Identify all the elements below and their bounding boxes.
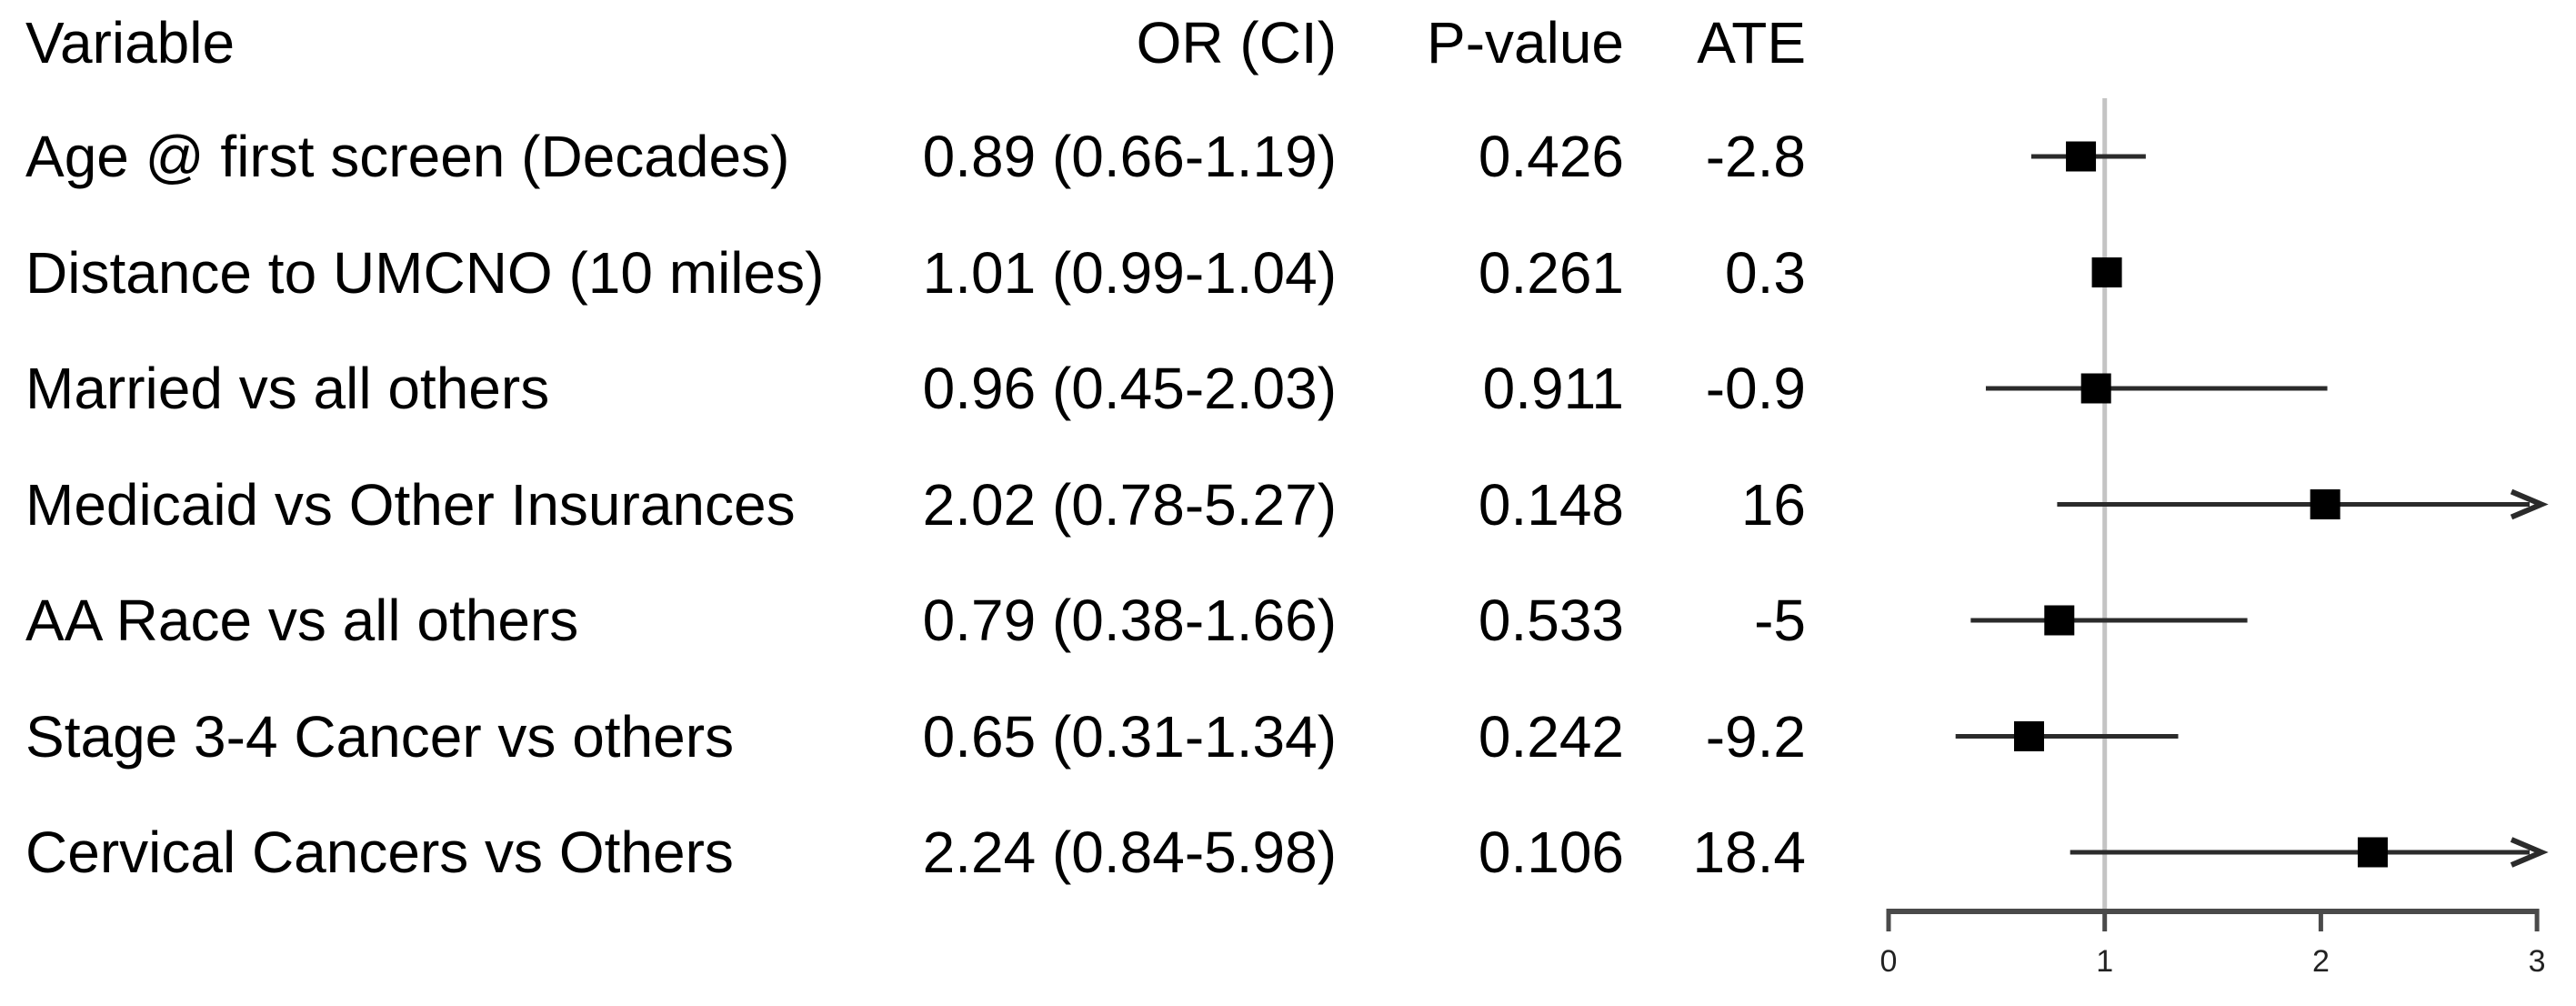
row-variable-label: Age @ first screen (Decades) xyxy=(25,124,790,189)
row-or-ci-value: 1.01 (0.99-1.04) xyxy=(922,240,1337,306)
row-or-ci-value: 2.02 (0.78-5.27) xyxy=(922,472,1337,538)
table-row: Distance to UMCNO (10 miles) 1.01 (0.99-1… xyxy=(0,236,2576,309)
row-ate-value: -2.8 xyxy=(1705,124,1806,189)
ci-clip-arrow-icon xyxy=(2510,488,2549,520)
header-or-ci: OR (CI) xyxy=(1136,10,1337,75)
or-marker xyxy=(2080,373,2111,404)
table-row: Stage 3-4 Cancer vs others 0.65 (0.31-1.3… xyxy=(0,700,2576,773)
row-ate-value: 0.3 xyxy=(1725,240,1806,306)
axis-tick-label: 0 xyxy=(1880,944,1898,979)
row-ate-value: -5 xyxy=(1754,588,1806,653)
row-or-ci-value: 0.79 (0.38-1.66) xyxy=(922,588,1337,653)
row-or-ci-value: 2.24 (0.84-5.98) xyxy=(922,820,1337,885)
or-marker xyxy=(2044,605,2075,636)
row-variable-label: AA Race vs all others xyxy=(25,588,579,653)
row-or-ci-value: 0.89 (0.66-1.19) xyxy=(922,124,1337,189)
row-ate-value: 16 xyxy=(1740,472,1806,538)
row-p-value: 0.261 xyxy=(1478,240,1624,306)
row-p-value: 0.911 xyxy=(1482,356,1624,421)
table-row: Medicaid vs Other Insurances 2.02 (0.78-5… xyxy=(0,468,2576,541)
row-ate-value: 18.4 xyxy=(1692,820,1806,885)
row-variable-label: Distance to UMCNO (10 miles) xyxy=(25,240,825,306)
row-or-ci-value: 0.65 (0.31-1.34) xyxy=(922,704,1337,770)
header-variable: Variable xyxy=(25,10,236,75)
table-row: Married vs all others 0.96 (0.45-2.03) 0.9… xyxy=(0,352,2576,425)
row-ate-value: -0.9 xyxy=(1705,356,1806,421)
or-marker xyxy=(2014,721,2045,751)
table-header-row: Variable OR (CI) P-value ATE xyxy=(0,6,2576,79)
or-marker xyxy=(2066,141,2097,172)
row-p-value: 0.533 xyxy=(1478,588,1624,653)
row-variable-label: Medicaid vs Other Insurances xyxy=(25,472,796,538)
header-ate: ATE xyxy=(1697,10,1806,75)
row-p-value: 0.148 xyxy=(1478,472,1624,538)
row-p-value: 0.242 xyxy=(1478,704,1624,770)
axis-tick-label: 1 xyxy=(2096,944,2113,979)
or-marker xyxy=(2310,489,2340,519)
or-marker xyxy=(2357,837,2388,868)
row-p-value: 0.106 xyxy=(1478,820,1624,885)
axis-tick-label: 2 xyxy=(2312,944,2330,979)
row-ate-value: -9.2 xyxy=(1705,704,1806,770)
table-row: AA Race vs all others 0.79 (0.38-1.66) 0.5… xyxy=(0,584,2576,657)
table-row: Age @ first screen (Decades) 0.89 (0.66-1… xyxy=(0,120,2576,193)
row-variable-label: Married vs all others xyxy=(25,356,550,421)
row-variable-label: Cervical Cancers vs Others xyxy=(25,820,734,885)
or-marker xyxy=(2091,257,2122,287)
row-variable-label: Stage 3-4 Cancer vs others xyxy=(25,704,735,770)
row-or-ci-value: 0.96 (0.45-2.03) xyxy=(922,356,1337,421)
row-p-value: 0.426 xyxy=(1478,124,1624,189)
header-p-value: P-value xyxy=(1427,10,1624,75)
ci-clip-arrow-icon xyxy=(2510,837,2549,868)
axis-tick-label: 3 xyxy=(2529,944,2546,979)
table-row: Cervical Cancers vs Others 2.24 (0.84-5.9… xyxy=(0,816,2576,889)
